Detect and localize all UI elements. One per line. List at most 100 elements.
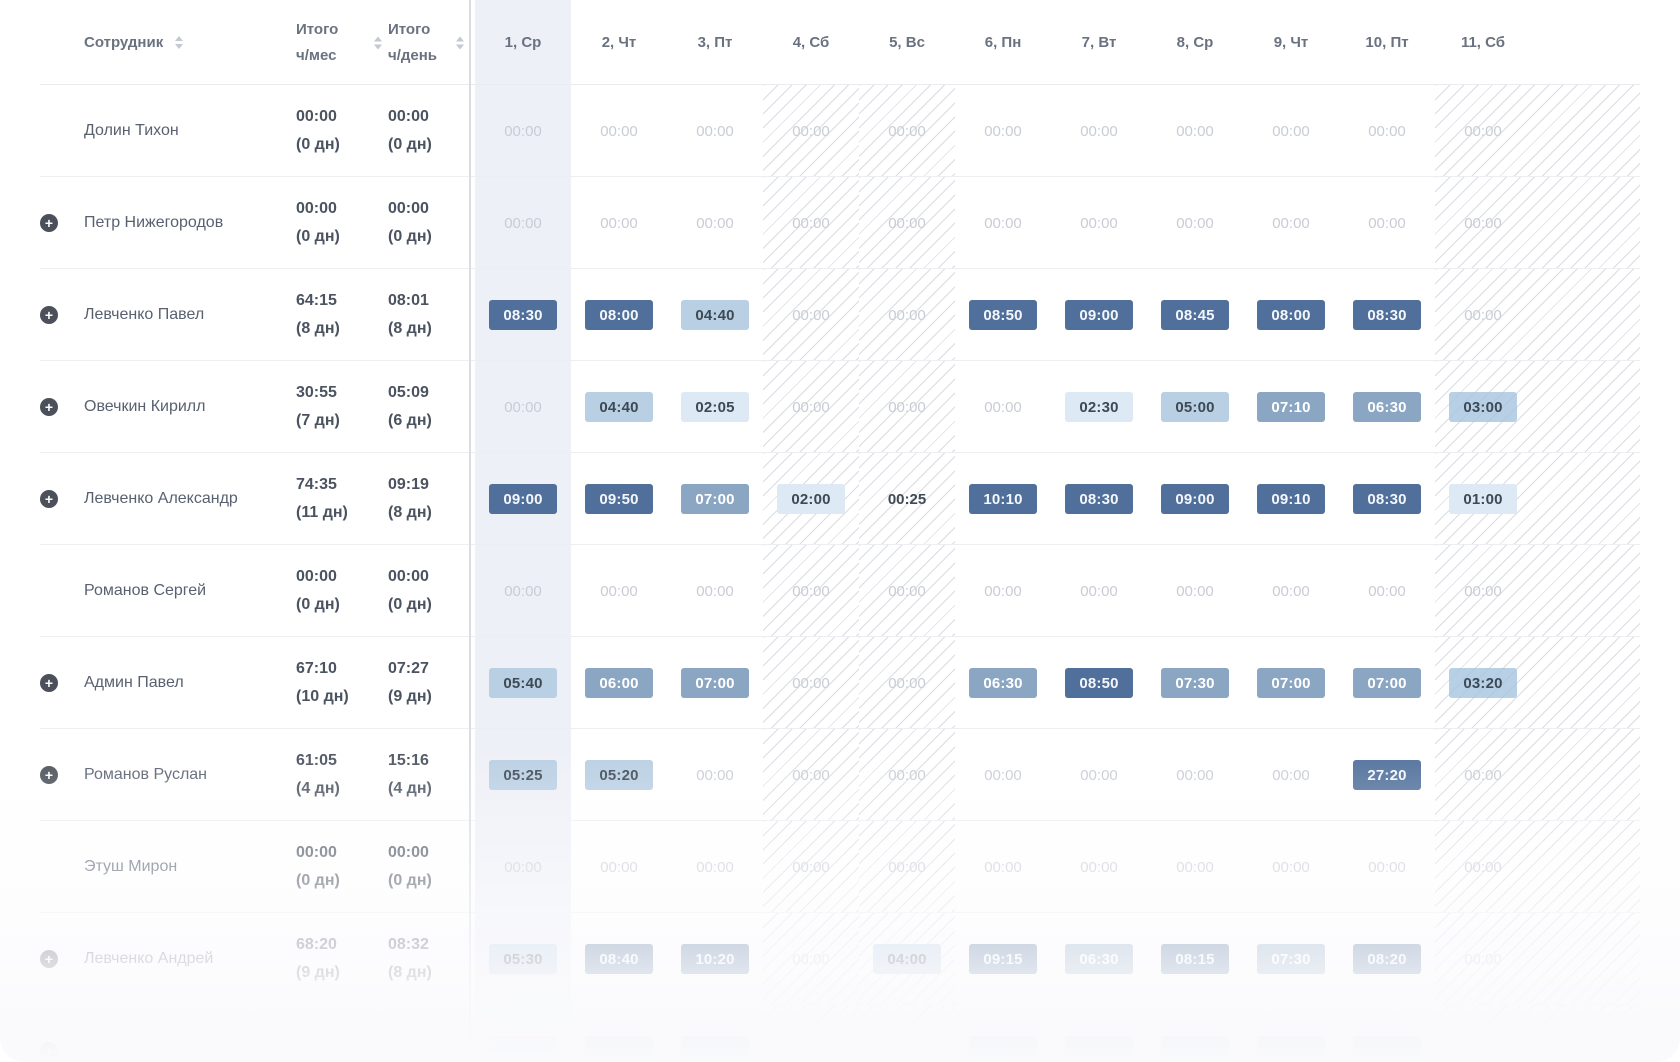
day-cell[interactable]: 04:40: [571, 361, 667, 453]
time-badge[interactable]: 08:15: [1161, 944, 1229, 974]
day-cell[interactable]: 08:15: [1147, 913, 1243, 1005]
time-badge[interactable]: 08:30: [1353, 484, 1421, 514]
day-cell[interactable]: 08:45: [1147, 269, 1243, 361]
time-badge[interactable]: 08:30: [1353, 300, 1421, 330]
time-badge[interactable]: [1353, 1036, 1421, 1062]
day-cell[interactable]: 05:25: [475, 729, 571, 821]
time-badge[interactable]: 10:20: [681, 944, 749, 974]
column-header-total-day[interactable]: Итого ч/день: [388, 0, 470, 85]
expand-row-button[interactable]: [40, 398, 58, 416]
day-cell[interactable]: 09:50: [571, 453, 667, 545]
time-badge[interactable]: 06:30: [969, 668, 1037, 698]
day-cell[interactable]: 07:30: [1147, 637, 1243, 729]
time-badge[interactable]: 06:30: [1353, 392, 1421, 422]
day-cell[interactable]: 07:00: [667, 453, 763, 545]
day-cell[interactable]: [955, 1005, 1051, 1062]
time-badge[interactable]: 07:30: [1257, 944, 1325, 974]
day-cell[interactable]: 08:30: [1051, 453, 1147, 545]
time-badge[interactable]: [969, 1036, 1037, 1062]
time-badge[interactable]: 07:00: [1353, 668, 1421, 698]
day-cell[interactable]: 10:20: [667, 913, 763, 1005]
time-badge[interactable]: 05:40: [489, 668, 557, 698]
day-cell[interactable]: 07:30: [1243, 913, 1339, 1005]
time-badge[interactable]: 03:00: [1449, 392, 1517, 422]
expand-row-button[interactable]: [40, 1042, 58, 1060]
day-cell[interactable]: 09:00: [475, 453, 571, 545]
time-badge[interactable]: 08:50: [969, 300, 1037, 330]
day-cell[interactable]: 07:00: [667, 637, 763, 729]
day-cell[interactable]: 01:00: [1435, 453, 1640, 545]
time-badge[interactable]: 09:00: [1065, 300, 1133, 330]
expand-row-button[interactable]: [40, 306, 58, 324]
time-badge[interactable]: 07:00: [1257, 668, 1325, 698]
day-cell[interactable]: [475, 1005, 571, 1062]
expand-row-button[interactable]: [40, 674, 58, 692]
expand-row-button[interactable]: [40, 214, 58, 232]
time-badge[interactable]: 08:40: [585, 944, 653, 974]
day-cell[interactable]: 02:00: [763, 453, 859, 545]
day-cell[interactable]: 09:00: [1051, 269, 1147, 361]
time-badge[interactable]: 09:10: [1257, 484, 1325, 514]
day-cell[interactable]: [1051, 1005, 1147, 1062]
day-cell[interactable]: 06:00: [571, 637, 667, 729]
day-cell[interactable]: 02:30: [1051, 361, 1147, 453]
time-badge[interactable]: 04:00: [873, 944, 941, 974]
time-badge[interactable]: 09:15: [969, 944, 1037, 974]
day-cell[interactable]: 07:00: [1243, 637, 1339, 729]
time-badge[interactable]: 07:00: [681, 484, 749, 514]
day-cell[interactable]: 09:00: [1147, 453, 1243, 545]
expand-row-button[interactable]: [40, 950, 58, 968]
time-badge[interactable]: 01:00: [1449, 484, 1517, 514]
day-cell[interactable]: 04:00: [859, 913, 955, 1005]
day-cell[interactable]: 04:40: [667, 269, 763, 361]
day-cell[interactable]: 08:50: [955, 269, 1051, 361]
time-badge[interactable]: 03:20: [1449, 668, 1517, 698]
day-cell[interactable]: 07:10: [1243, 361, 1339, 453]
time-badge[interactable]: 10:10: [969, 484, 1037, 514]
day-cell[interactable]: [1147, 1005, 1243, 1062]
sort-icon[interactable]: [456, 36, 464, 49]
day-cell[interactable]: 05:30: [475, 913, 571, 1005]
time-badge[interactable]: [1161, 1036, 1229, 1062]
time-badge[interactable]: 07:00: [681, 668, 749, 698]
time-badge[interactable]: 27:20: [1353, 760, 1421, 790]
day-cell[interactable]: [667, 1005, 763, 1062]
day-cell[interactable]: 08:30: [1339, 453, 1435, 545]
time-badge[interactable]: 06:00: [585, 668, 653, 698]
day-cell[interactable]: 08:30: [1339, 269, 1435, 361]
day-cell[interactable]: 06:30: [1339, 361, 1435, 453]
day-cell[interactable]: 06:30: [1051, 913, 1147, 1005]
day-cell[interactable]: 09:10: [1243, 453, 1339, 545]
time-badge[interactable]: 08:30: [489, 300, 557, 330]
day-cell[interactable]: 03:00: [1435, 361, 1640, 453]
time-badge[interactable]: 08:30: [1065, 484, 1133, 514]
day-cell[interactable]: 08:20: [1339, 913, 1435, 1005]
time-badge[interactable]: 02:00: [777, 484, 845, 514]
time-badge[interactable]: 07:30: [1161, 668, 1229, 698]
day-cell[interactable]: [571, 1005, 667, 1062]
time-badge[interactable]: [681, 1036, 749, 1062]
day-cell[interactable]: 10:10: [955, 453, 1051, 545]
day-cell[interactable]: [1243, 1005, 1339, 1062]
day-cell[interactable]: 09:15: [955, 913, 1051, 1005]
day-cell[interactable]: 08:30: [475, 269, 571, 361]
day-cell[interactable]: 02:05: [667, 361, 763, 453]
sort-icon[interactable]: [374, 36, 382, 49]
expand-row-button[interactable]: [40, 490, 58, 508]
time-badge[interactable]: 02:05: [681, 392, 749, 422]
time-badge[interactable]: 07:10: [1257, 392, 1325, 422]
time-badge[interactable]: 08:20: [1353, 944, 1421, 974]
time-badge[interactable]: [489, 1036, 557, 1062]
column-header-total-month[interactable]: Итого ч/мес: [296, 0, 388, 85]
time-badge[interactable]: 05:30: [489, 944, 557, 974]
time-badge[interactable]: [1257, 1036, 1325, 1062]
day-cell[interactable]: [1339, 1005, 1435, 1062]
time-badge[interactable]: 05:25: [489, 760, 557, 790]
time-badge[interactable]: 04:40: [681, 300, 749, 330]
time-badge[interactable]: 08:00: [1257, 300, 1325, 330]
day-cell[interactable]: 08:00: [571, 269, 667, 361]
day-cell[interactable]: 27:20: [1339, 729, 1435, 821]
time-badge[interactable]: 08:00: [585, 300, 653, 330]
day-cell[interactable]: 06:30: [955, 637, 1051, 729]
time-badge[interactable]: 02:30: [1065, 392, 1133, 422]
